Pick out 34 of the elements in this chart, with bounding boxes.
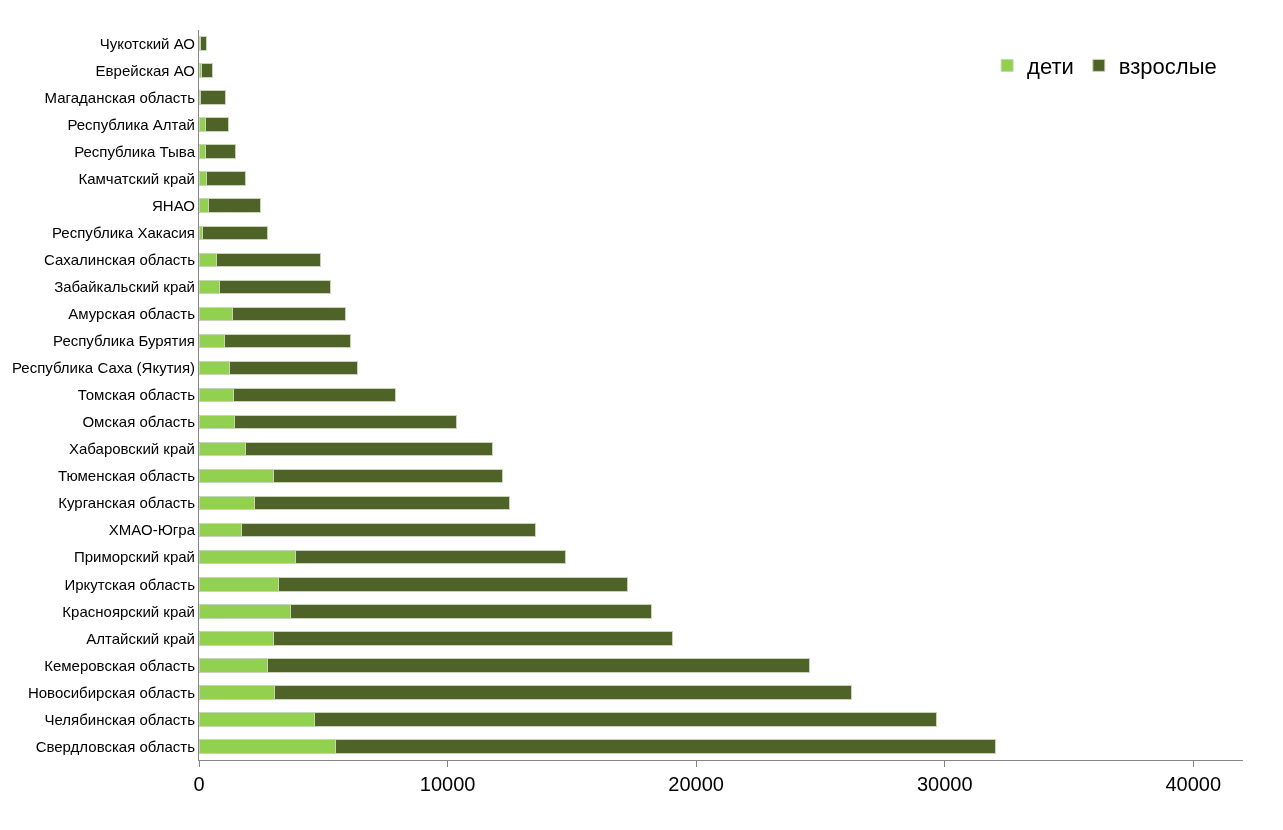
x-tick-label: 10000: [419, 773, 476, 795]
x-tick-label: 20000: [668, 773, 724, 795]
y-tick-label: Хабаровский край: [68, 440, 195, 458]
x-tick-label: 30000: [916, 773, 973, 795]
y-tick-label: Забайкальский край: [54, 278, 195, 296]
y-tick-label: Иркутская область: [64, 575, 196, 593]
y-tick-label: Еврейская АО: [95, 61, 195, 79]
y-tick-label: Курганская область: [58, 494, 196, 512]
legend-label: дети: [1027, 53, 1074, 79]
y-tick-label: Красноярский край: [62, 602, 195, 620]
y-tick-label: Тюменская область: [57, 467, 196, 485]
y-tick-label: Республика Алтай: [67, 115, 195, 133]
y-tick-label: Омская область: [82, 413, 196, 431]
y-tick-label: Свердловская область: [35, 737, 196, 755]
y-tick-label: Республика Бурятия: [53, 332, 195, 350]
y-tick-label: Республика Саха (Якутия): [11, 359, 195, 377]
y-tick-label: Томская область: [77, 386, 196, 404]
y-tick-label: Республика Хакасия: [51, 224, 195, 242]
y-tick-label: Сахалинская область: [44, 251, 196, 269]
y-tick-label: ЯНАО: [151, 196, 195, 214]
y-tick-label: Амурская область: [68, 305, 196, 323]
y-tick-label: Челябинская область: [44, 710, 196, 728]
y-tick-label: Чукотский АО: [99, 34, 195, 52]
y-tick-label: Приморский край: [73, 548, 195, 566]
y-tick-label: ХМАО-Югра: [108, 521, 196, 539]
y-tick-label: Кемеровская область: [44, 656, 196, 674]
y-tick-label: Камчатский край: [78, 169, 195, 187]
y-tick-label: Магаданская область: [44, 88, 196, 106]
y-tick-label: Новосибирская область: [27, 683, 196, 701]
x-tick-label: 40000: [1165, 773, 1222, 795]
x-tick-label: 0: [193, 773, 205, 795]
y-tick-label: Республика Тыва: [74, 142, 196, 160]
y-tick-label: Алтайский край: [86, 629, 195, 647]
legend-label: взрослые: [1118, 53, 1217, 79]
